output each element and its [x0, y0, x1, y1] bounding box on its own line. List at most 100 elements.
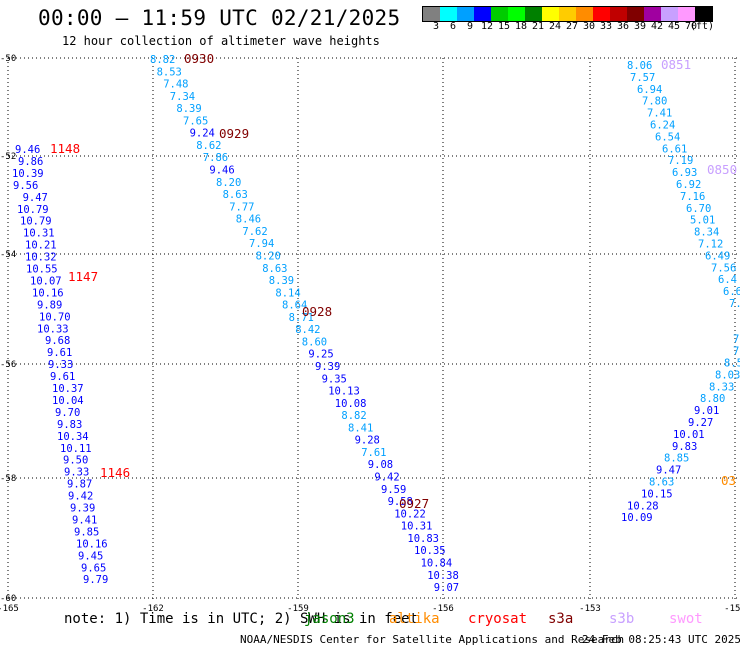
satellite-label-swot: swot	[669, 611, 703, 627]
wave-height-value: 6.61	[662, 143, 687, 155]
wave-height-value: 9.42	[374, 472, 399, 484]
credit-line: NOAA/NESDIS Center for Satellite Applica…	[240, 633, 625, 646]
legend-tick-label: 21	[532, 21, 545, 32]
legend-swatch	[423, 7, 440, 21]
wave-height-value: 10.08	[335, 398, 367, 410]
wave-height-value: 10.79	[17, 204, 49, 216]
wave-height-value: 8.41	[348, 422, 373, 434]
wave-height-value: 10.83	[407, 533, 439, 545]
wave-height-value: 8.20	[256, 250, 281, 262]
wave-height-value: 8.64	[282, 300, 307, 312]
wave-height-value: 9.45	[78, 550, 103, 562]
wave-height-value: 10.22	[394, 508, 426, 520]
legend-tick-label: 45	[668, 21, 681, 32]
legend-swatch	[661, 7, 678, 21]
wave-height-value: 6.6	[723, 286, 740, 298]
wave-height-value: 6.49	[705, 250, 730, 262]
wave-height-value: 7.34	[170, 91, 195, 103]
legend-swatch	[610, 7, 627, 21]
wave-height-value: 10.37	[52, 383, 84, 395]
pass-time-label: 0927	[399, 496, 429, 511]
wave-height-value: 9.41	[72, 514, 97, 526]
wave-height-value: 8.06	[627, 60, 652, 72]
wave-height-value: 8.60	[302, 336, 327, 348]
wave-height-value: 8.5	[724, 358, 740, 370]
latitude-label: -58	[0, 474, 16, 484]
wave-height-value: 8.62	[196, 140, 221, 152]
wave-height-value: 8.82	[150, 54, 175, 66]
legend-swatch	[576, 7, 593, 21]
wave-height-value: 8.63	[223, 189, 248, 201]
wave-height-value: 6.54	[655, 131, 680, 143]
longitude-label: -153	[579, 604, 601, 614]
legend-swatch	[559, 7, 576, 21]
wave-height-value: 10.35	[414, 545, 446, 557]
satellite-label-cryosat: cryosat	[468, 611, 528, 627]
wave-height-value: 9.42	[68, 491, 93, 503]
legend-swatch	[491, 7, 508, 21]
footer-note: note: 1) Time is in UTC; 2) SWH is in fe…	[64, 611, 419, 627]
wave-height-value: 8.39	[269, 275, 294, 287]
wave-height-value: 9.01	[694, 405, 719, 417]
wave-height-value: 9.27	[688, 417, 713, 429]
legend-tick-label: 36	[617, 21, 630, 32]
wave-height-value: 9.85	[74, 526, 99, 538]
wave-height-value: 10.31	[401, 521, 433, 533]
legend-tick-label: 18	[515, 21, 528, 32]
wave-height-value: 9.68	[45, 335, 70, 347]
legend-swatch	[457, 7, 474, 21]
wave-height-value: 7.6	[733, 334, 740, 346]
legend-tick-label: 15	[498, 21, 511, 32]
wave-height-value: 9.65	[81, 562, 106, 574]
pass-time-label: 0930	[184, 51, 214, 66]
satellite-label-s3a: s3a	[548, 611, 574, 627]
wave-height-value: 8.63	[262, 263, 287, 275]
wave-height-value: 7.56	[711, 262, 736, 274]
latitude-label: -56	[0, 360, 16, 370]
legend-swatch	[508, 7, 525, 21]
wave-height-value: 10.15	[641, 488, 673, 500]
wave-height-value: 10.16	[76, 538, 108, 550]
wave-height-value: 10.31	[23, 228, 55, 240]
wave-height-value: 7.61	[361, 447, 386, 459]
longitude-label: -150	[724, 604, 740, 614]
longitude-label: -156	[432, 604, 454, 614]
pass-time-label: 0929	[219, 126, 249, 141]
wave-height-value: 9.39	[315, 361, 340, 373]
wave-height-value: 7.57	[630, 72, 655, 84]
wave-height-value: 10.11	[60, 443, 92, 455]
legend-tick-label: 24	[549, 21, 562, 32]
legend-tick-label: 27	[566, 21, 579, 32]
wave-height-value: 10.07	[30, 275, 62, 287]
wave-height-value: 9.61	[50, 371, 75, 383]
wave-height-value: 10.16	[32, 287, 64, 299]
wave-height-value: 9.61	[47, 347, 72, 359]
wave-height-value: 7.94	[249, 238, 274, 250]
wave-height-value: 8.42	[295, 324, 320, 336]
legend-swatch	[695, 7, 712, 21]
wave-height-value: 9.79	[83, 574, 108, 586]
legend-tick-label: 9	[467, 21, 474, 32]
longitude-label: -162	[142, 604, 164, 614]
wave-height-value: 9.70	[55, 407, 80, 419]
legend-tick-label: 70	[685, 21, 698, 32]
wave-height-value: 9.50	[63, 455, 88, 467]
wave-height-value: 7.41	[647, 108, 672, 120]
wave-height-value: 8.03	[715, 369, 740, 381]
legend-swatch	[678, 7, 695, 21]
wave-height-value: 10.79	[20, 216, 52, 228]
pass-time-label: 0851	[661, 57, 691, 72]
wave-height-value: 10.21	[25, 240, 57, 252]
legend-tick-label: 39	[634, 21, 647, 32]
wave-height-value: 8.33	[709, 381, 734, 393]
wave-height-value: 8.34	[694, 227, 719, 239]
wave-height-value: 9.86	[18, 156, 43, 168]
wave-height-value: 8.20	[216, 177, 241, 189]
wave-height-value: 6.93	[672, 167, 697, 179]
longitude-label: -165	[0, 604, 19, 614]
wave-height-value: 9.83	[57, 419, 82, 431]
wave-height-value: 9.59	[381, 484, 406, 496]
wave-height-value: 5.01	[690, 215, 715, 227]
wave-height-value: 6.94	[637, 84, 662, 96]
